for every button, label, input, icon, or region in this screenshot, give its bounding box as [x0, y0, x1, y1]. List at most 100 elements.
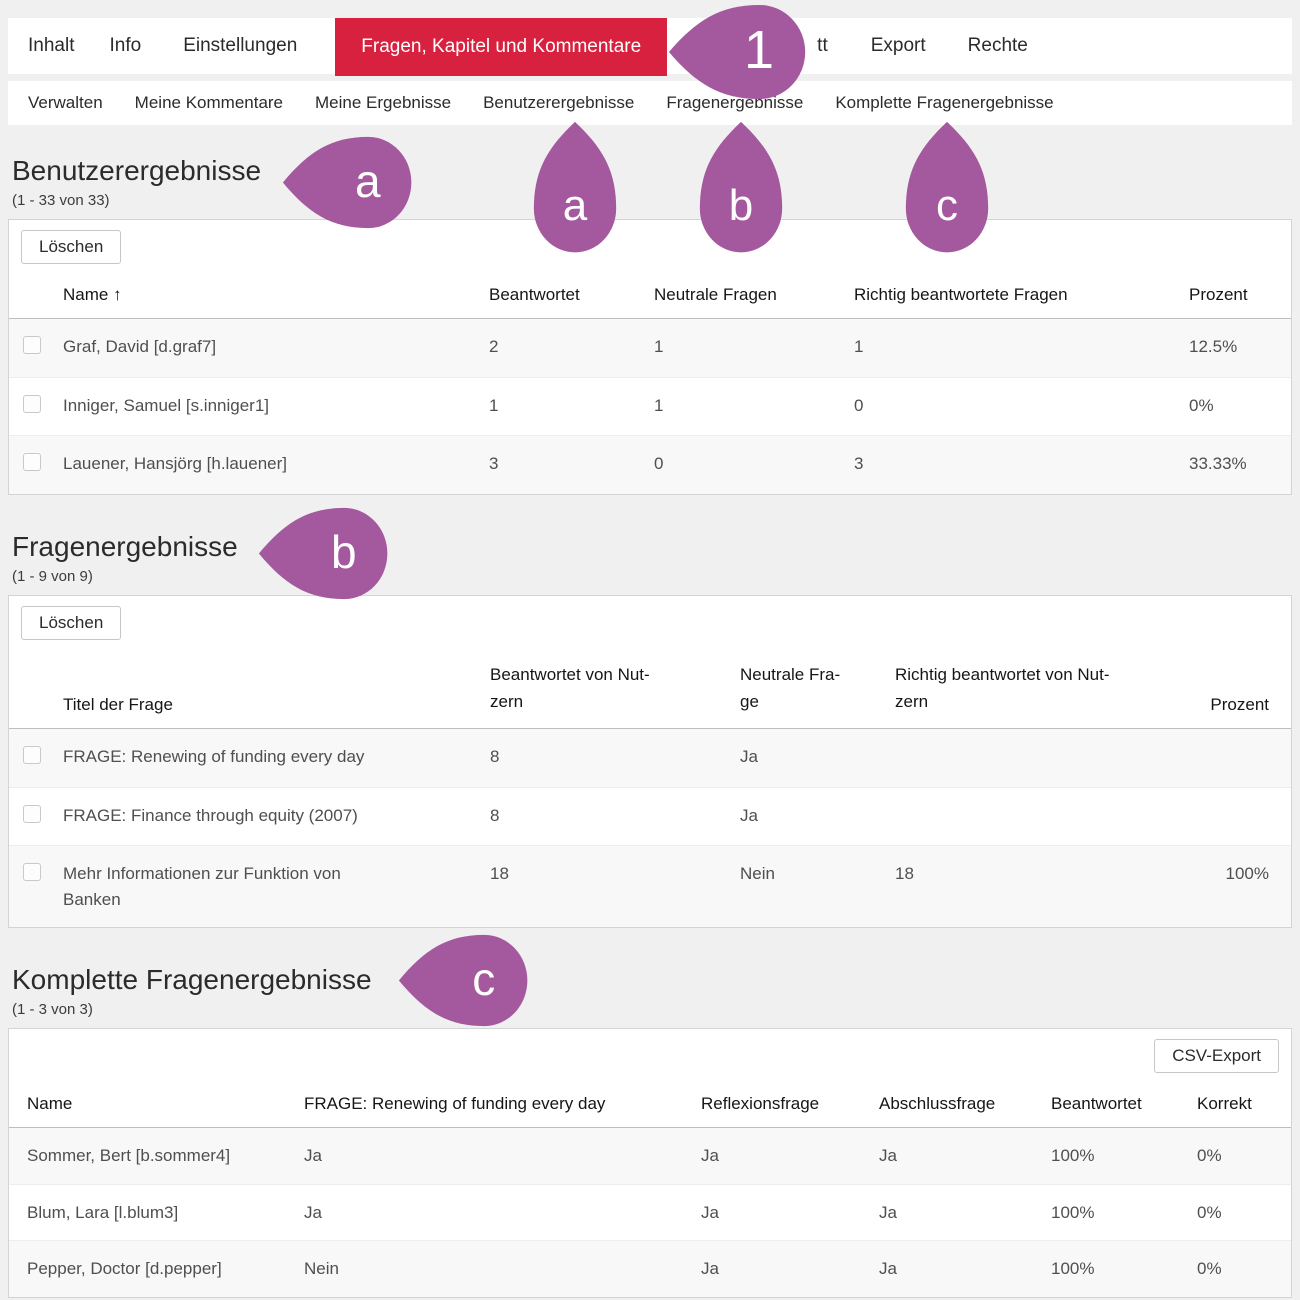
cell-abschlussfrage: Ja [879, 1259, 897, 1279]
marker-label: c [936, 181, 958, 231]
csv-export-button[interactable]: CSV-Export [1154, 1039, 1279, 1074]
cell-prozent: 100% [1225, 864, 1269, 884]
cell-richtig: 3 [854, 454, 864, 474]
row-checkbox[interactable] [23, 863, 41, 882]
table-row: Inniger, Samuel [s.inniger1] 1 1 0 0% [9, 377, 1291, 436]
cell-abschlussfrage: Ja [879, 1202, 897, 1222]
table-row: Lauener, Hansjörg [h.lauener] 3 0 3 33.3… [9, 435, 1291, 494]
annotation-marker-a-heading: a [282, 136, 414, 229]
tab-info[interactable]: Info [109, 35, 142, 56]
table-header-row: Name ↑ Beantwortet Neutrale Fragen Richt… [9, 270, 1291, 320]
column-header-beantwortet-von-nutzern[interactable]: Beantwortet von Nut- zern [490, 645, 740, 730]
subtab-verwalten[interactable]: Verwalten [28, 93, 103, 112]
cell-beantwortet: 2 [489, 337, 499, 357]
cell-titel: FRAGE: Renewing of funding every day [63, 747, 365, 767]
column-header-beantwortet[interactable]: Beantwortet [489, 270, 654, 320]
subtab-meine-kommentare[interactable]: Meine Kommentare [134, 93, 284, 112]
teardrop-up-icon [533, 121, 617, 253]
marker-label: b [331, 525, 357, 578]
cell-prozent: 0% [1189, 395, 1214, 415]
subtab-komplette-fragenergebnisse[interactable]: Komplette Fragenergebnisse [835, 93, 1054, 112]
cell-richtig [895, 787, 1177, 846]
secondary-tab-bar: Verwalten Meine Kommentare Meine Ergebni… [8, 81, 1292, 125]
teardrop-up-icon [905, 121, 989, 253]
column-header-name[interactable]: Name [9, 1079, 304, 1129]
row-checkbox[interactable] [23, 394, 41, 413]
panel-komplette-fragenergebnisse: CSV-Export Name FRAGE: Renewing of fundi… [8, 1028, 1292, 1298]
column-header-titel-der-frage[interactable]: Titel der Frage [55, 645, 490, 730]
cell-neutrale: 1 [654, 337, 664, 357]
marker-label: a [355, 154, 381, 207]
column-header-prozent[interactable]: Prozent [1189, 270, 1291, 320]
tab-fragen-kapitel-und-kommentare[interactable]: Fragen, Kapitel und Kommentare [335, 18, 668, 76]
cell-beantwortet: 8 [490, 805, 500, 825]
cell-beantwortet: 18 [490, 864, 509, 884]
subtab-benutzerergebnisse[interactable]: Benutzerergebnisse [483, 93, 635, 112]
column-header-richtig-beantwortete-fragen[interactable]: Richtig beantwortete Fragen [854, 270, 1189, 320]
column-header-neutrale-frage[interactable]: Neutrale Fra- ge [740, 645, 895, 730]
question-results-table: Titel der Frage Beantwortet von Nut- zer… [9, 645, 1291, 928]
toolbar-benutzerergebnisse: Löschen [9, 220, 1291, 270]
teardrop-left-icon [668, 4, 806, 100]
cell-richtig: 18 [895, 864, 914, 884]
marker-label: b [728, 181, 754, 231]
row-checkbox[interactable] [23, 453, 41, 472]
cell-prozent [1177, 787, 1291, 846]
cell-korrekt: 0% [1197, 1202, 1222, 1222]
cell-korrekt: 0% [1197, 1259, 1222, 1279]
cell-korrekt: 0% [1197, 1146, 1222, 1166]
column-header-frage-renewing[interactable]: FRAGE: Renewing of funding every day [304, 1079, 701, 1129]
delete-button[interactable]: Löschen [21, 605, 122, 640]
marker-label: 1 [743, 19, 775, 80]
table-header-row: Name FRAGE: Renewing of funding every da… [9, 1079, 1291, 1129]
cell-reflexionsfrage: Ja [701, 1202, 719, 1222]
cell-frage: Nein [304, 1259, 339, 1279]
column-header-korrekt[interactable]: Korrekt [1197, 1079, 1291, 1129]
cell-richtig: 1 [854, 337, 864, 357]
row-checkbox[interactable] [23, 336, 41, 355]
cell-name: Inniger, Samuel [s.inniger1] [63, 395, 270, 415]
column-header-reflexionsfrage[interactable]: Reflexionsfrage [701, 1079, 879, 1129]
cell-name: Graf, David [d.graf7] [63, 337, 217, 357]
table-row: Mehr Informationen zur Funktion von Bank… [9, 845, 1291, 928]
cell-neutrale: Ja [740, 747, 758, 767]
cell-prozent: 12.5% [1189, 337, 1238, 357]
tab-rechte[interactable]: Rechte [967, 35, 1028, 56]
tab-inhalt[interactable]: Inhalt [28, 35, 75, 56]
header-checkbox-spacer [9, 270, 55, 320]
table-row: FRAGE: Renewing of funding every day 8 J… [9, 728, 1291, 788]
column-header-neutrale-fragen[interactable]: Neutrale Fragen [654, 270, 854, 320]
row-checkbox[interactable] [23, 804, 41, 823]
column-header-abschlussfrage[interactable]: Abschlussfrage [879, 1079, 1051, 1129]
cell-beantwortet: 3 [489, 454, 499, 474]
tab-einstellungen[interactable]: Einstellungen [183, 35, 298, 56]
cell-beantwortet: 100% [1051, 1259, 1095, 1279]
cell-name: Blum, Lara [l.blum3] [27, 1202, 179, 1222]
cell-prozent: 33.33% [1189, 454, 1247, 474]
annotation-marker-c-subtab: c [905, 121, 989, 255]
cell-name: Sommer, Bert [b.sommer4] [27, 1146, 231, 1166]
subtab-meine-ergebnisse[interactable]: Meine Ergebnisse [315, 93, 452, 112]
cell-frage: Ja [304, 1202, 322, 1222]
column-header-richtig-beantwortet-von-nutzern[interactable]: Richtig beantwortet von Nut- zern [895, 645, 1177, 730]
column-header-beantwortet[interactable]: Beantwortet [1051, 1079, 1197, 1129]
cell-richtig [895, 729, 1177, 788]
table-row: FRAGE: Finance through equity (2007) 8 J… [9, 787, 1291, 846]
column-header-name[interactable]: Name ↑ [55, 270, 489, 320]
sort-ascending-icon[interactable]: ↑ [113, 285, 122, 305]
section-title-komplette-fragenergebnisse: Komplette Fragenergebnisse [12, 964, 372, 996]
tab-export[interactable]: Export [870, 35, 926, 56]
tab-partially-hidden[interactable]: tt [817, 35, 828, 56]
row-checkbox[interactable] [23, 746, 41, 765]
header-checkbox-spacer [9, 645, 55, 730]
section-title-fragenergebnisse: Fragenergebnisse [12, 530, 238, 562]
table-row: Blum, Lara [l.blum3] Ja Ja Ja 100% 0% [9, 1184, 1291, 1241]
delete-button[interactable]: Löschen [21, 230, 122, 265]
annotation-marker-c-heading: c [398, 934, 530, 1027]
cell-beantwortet: 100% [1051, 1146, 1095, 1166]
column-header-name-label: Name [63, 285, 109, 305]
cell-neutrale: 1 [654, 395, 664, 415]
cell-richtig: 0 [854, 395, 864, 415]
column-header-prozent[interactable]: Prozent [1177, 645, 1291, 730]
